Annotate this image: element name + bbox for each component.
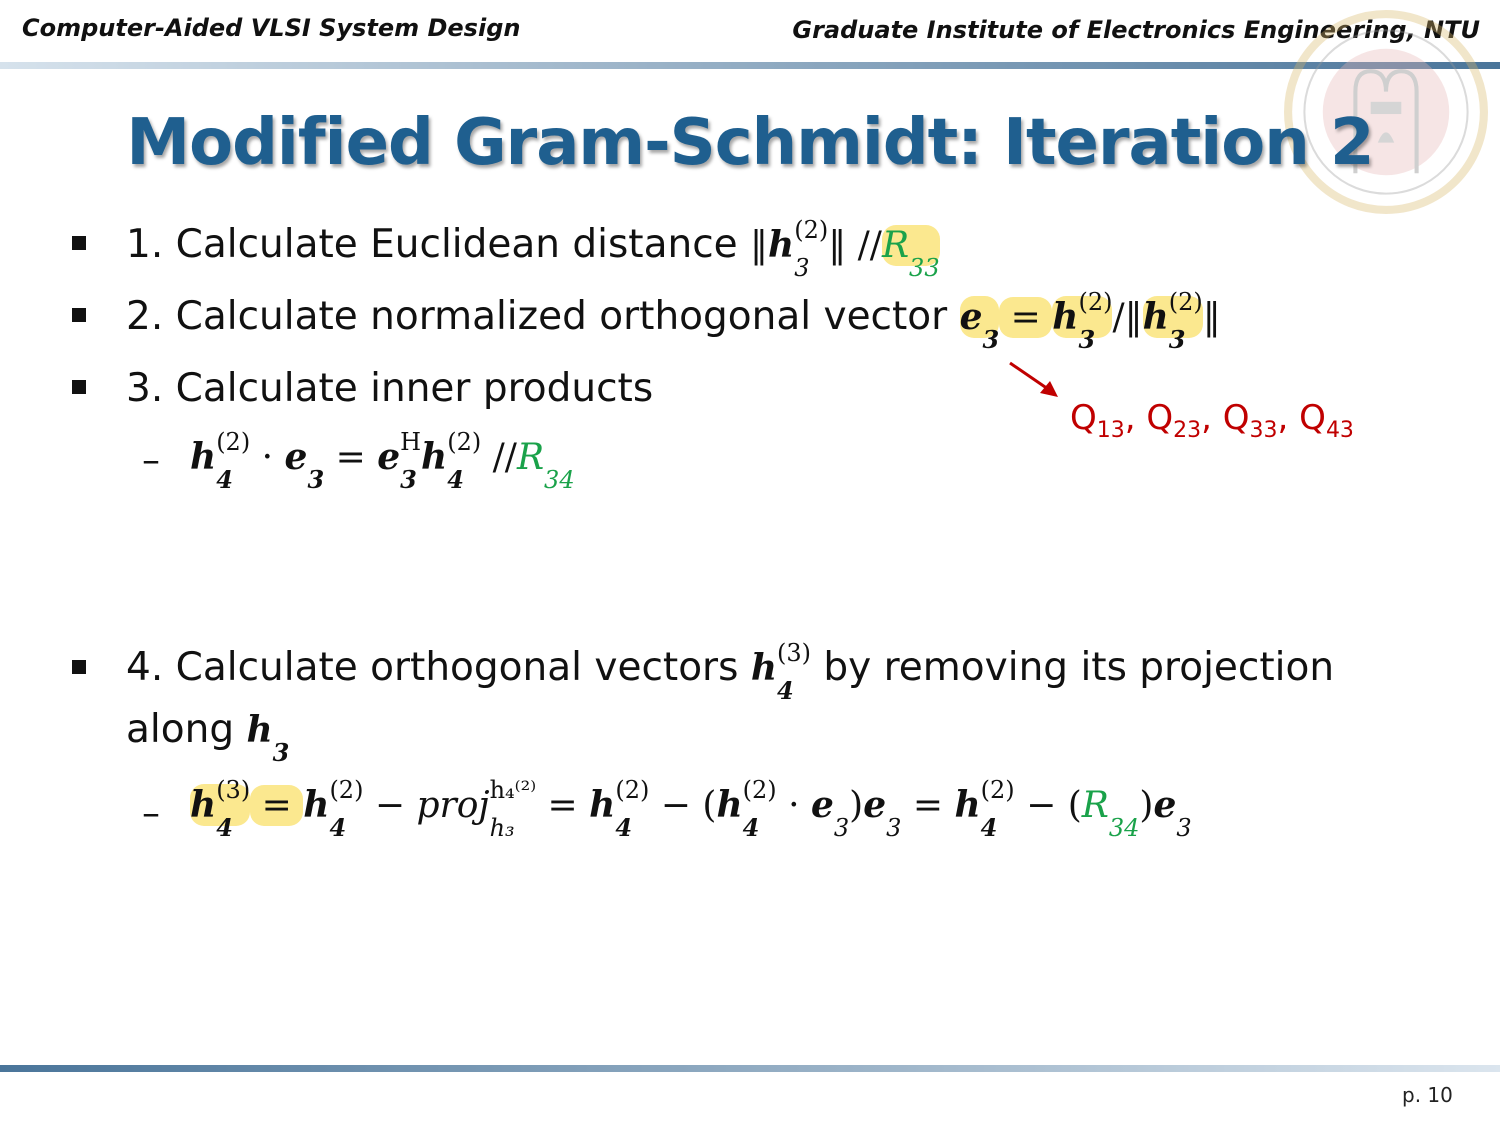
math-token: )	[849, 785, 864, 826]
math-token: h (2) 4	[716, 776, 777, 842]
math-token: h (2) 4	[190, 428, 251, 494]
math-token: ‖	[750, 225, 769, 266]
math-token: − (	[649, 785, 717, 826]
projection-formula: h (3) 4 = h (2) 4 − proj h₄⁽²⁾ h₃ = h (2) 4 − (h…	[190, 776, 1192, 842]
q-label: Q43	[1299, 398, 1354, 443]
math-token: h (3) 4	[190, 776, 251, 842]
item-3-text: 3. Calculate inner products	[126, 366, 654, 411]
item-4-line2-text: along	[126, 707, 247, 752]
math-token: =	[901, 785, 955, 826]
top-divider	[0, 62, 1500, 69]
math-token: R 33	[881, 225, 940, 282]
math-token: R 34	[516, 437, 575, 494]
math-token: e 3	[810, 784, 850, 842]
math-token: e 3	[284, 436, 325, 494]
q-annotation: Q13, Q23, Q33, Q43	[1070, 398, 1354, 443]
math-token: ‖	[1202, 297, 1221, 338]
math-token: //	[481, 437, 517, 478]
math-token: R 34	[1081, 785, 1140, 842]
institute-name: Graduate Institute of Electronics Engine…	[792, 16, 1480, 44]
math-token: e 3	[863, 784, 902, 842]
math-token: =	[536, 785, 590, 826]
bottom-divider	[0, 1065, 1500, 1072]
math-token: h (2) 4	[303, 776, 364, 842]
q-label: Q13	[1070, 398, 1125, 443]
math-token: h (2) 3	[1142, 288, 1203, 354]
item-2: 2. Calculate normalized orthogonal vecto…	[126, 288, 1221, 354]
math-token: )	[1139, 785, 1154, 826]
math-token: =	[324, 437, 378, 478]
item-1-math: ‖h (2) 3 ‖ //R 33	[750, 216, 940, 282]
course-title: Computer-Aided VLSI System Design	[22, 14, 521, 42]
bullet-icon	[72, 308, 86, 322]
dash-bullet-icon: –	[142, 440, 160, 481]
q-label: Q33	[1222, 398, 1278, 443]
math-token: h 3	[246, 709, 290, 767]
item-2-math: e 3 = h (2) 3/‖h (2) 3 ‖	[959, 288, 1221, 354]
item-1: 1. Calculate Euclidean distance ‖h (2) 3 ‖ …	[126, 216, 940, 282]
item-4-line2-math: h 3	[246, 709, 290, 767]
math-token: h (2) 3	[768, 216, 829, 282]
page-number: p. 10	[1402, 1083, 1453, 1107]
bullet-icon	[72, 236, 86, 250]
inner-product-formula: h (2) 4 · e 3 = e H 3 h (2) 4 //R 34	[190, 428, 575, 494]
math-token: h (2) 4	[589, 776, 650, 842]
bullet-icon	[72, 660, 86, 674]
math-token: proj h₄⁽²⁾ h₃	[416, 776, 537, 842]
math-token: h (3) 4	[750, 639, 811, 705]
projection-math: h (3) 4 = h (2) 4 − proj h₄⁽²⁾ h₃ = h (2) 4 − (h…	[190, 776, 1192, 842]
item-3: 3. Calculate inner products	[126, 366, 653, 411]
dash-bullet-icon: –	[142, 793, 160, 834]
item-4-line2: along h 3	[126, 707, 290, 767]
item-4-text-cont: by removing its projection	[811, 645, 1335, 690]
math-token: − (	[1014, 785, 1082, 826]
slide-title: Modified Gram-Schmidt: Iteration 2	[126, 106, 1374, 180]
math-token: h (2) 3	[1052, 288, 1113, 354]
item-4-text: 4. Calculate orthogonal vectors	[126, 645, 751, 690]
item-1-text: 1. Calculate Euclidean distance	[126, 222, 751, 267]
inner-product-math: h (2) 4 · e 3 = e H 3 h (2) 4 //R 34	[190, 428, 575, 494]
math-token: =	[250, 785, 304, 826]
q-label: Q23	[1146, 398, 1202, 443]
math-token: ‖ //	[828, 225, 882, 266]
math-token: e 3	[1153, 784, 1192, 842]
math-token: e 3	[959, 296, 1000, 354]
math-token: =	[999, 297, 1053, 338]
arrow-icon	[1009, 361, 1058, 397]
item-2-text: 2. Calculate normalized orthogonal vecto…	[126, 294, 960, 339]
item-4: 4. Calculate orthogonal vectors h (3) 4 by…	[126, 639, 1335, 705]
math-token: ·	[250, 437, 285, 478]
math-token: ·	[776, 785, 811, 826]
math-token: /‖	[1112, 297, 1143, 338]
math-token: −	[363, 785, 417, 826]
item-4-math: h (3) 4	[750, 639, 811, 705]
math-token: h (2) 4	[421, 428, 482, 494]
bullet-icon	[72, 380, 86, 394]
ntu-seal-logo	[1284, 10, 1488, 214]
math-token: h (2) 4	[954, 776, 1015, 842]
